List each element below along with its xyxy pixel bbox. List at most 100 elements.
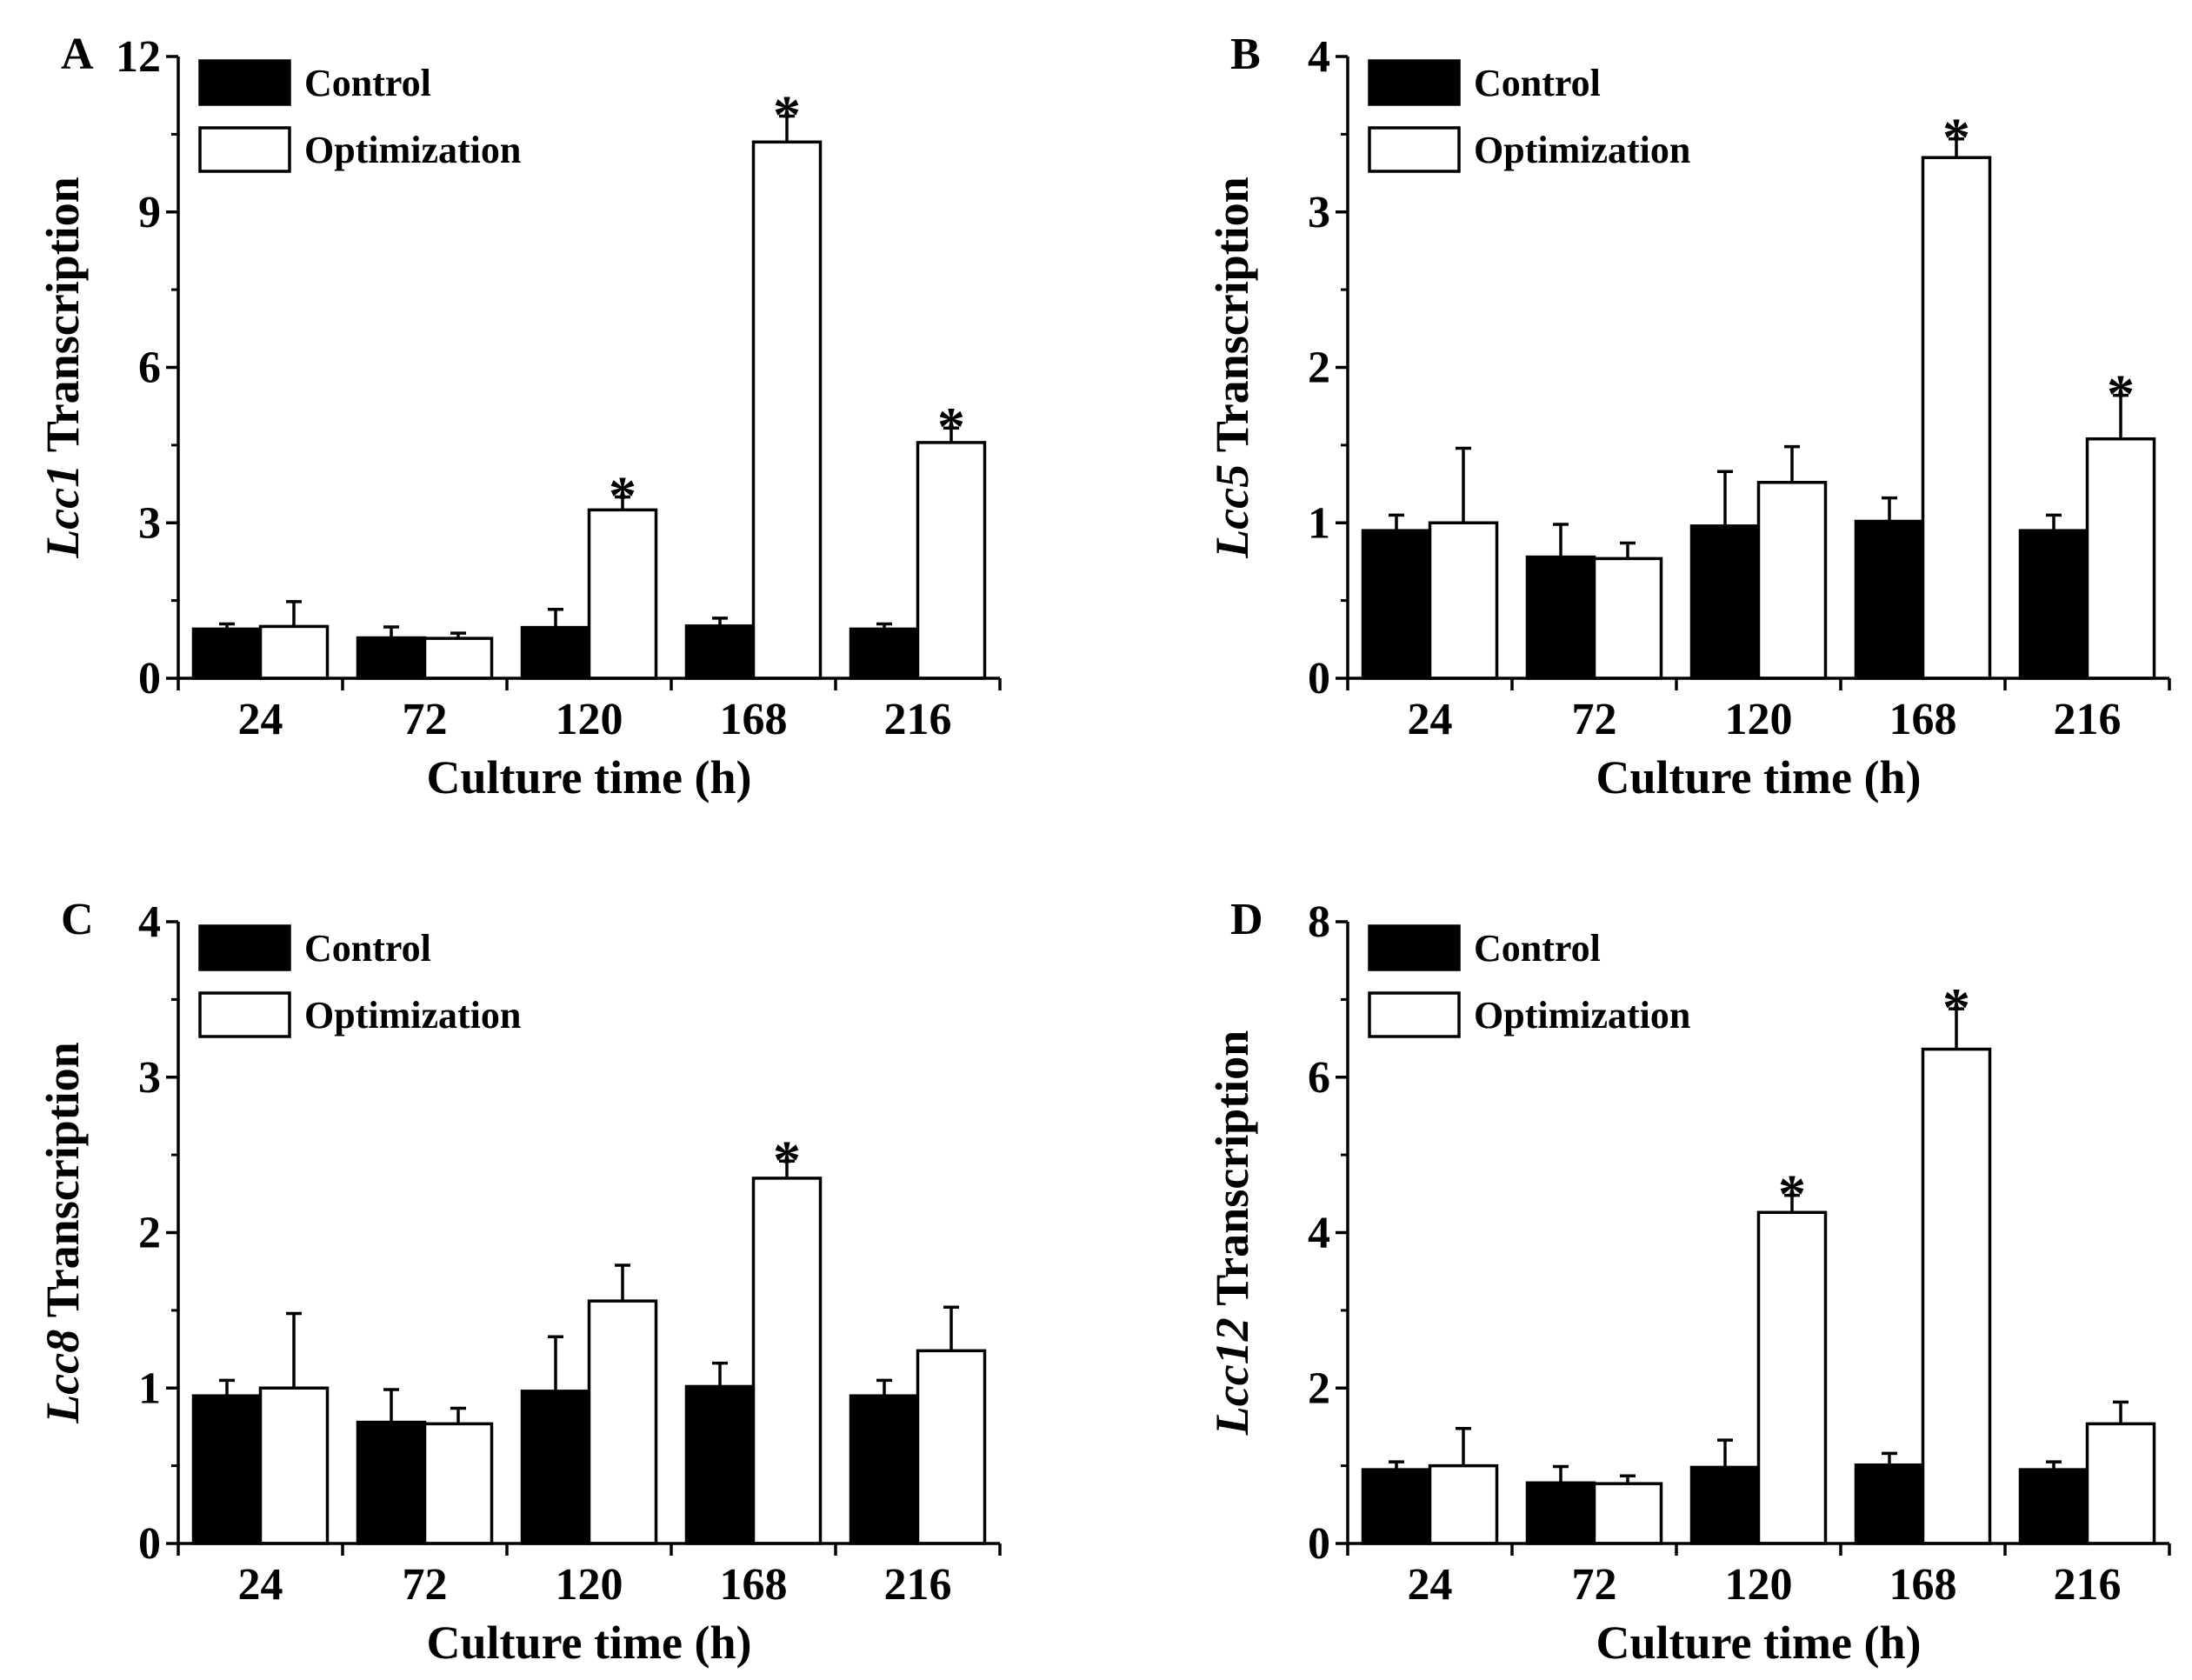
control-bar-72 — [1525, 1481, 1596, 1545]
y-tick-label: 4 — [1308, 32, 1330, 82]
y-tick-label: 6 — [138, 343, 161, 393]
y-axis-title-suffix: Transcription — [37, 1042, 89, 1330]
panel-letter: D — [1230, 895, 1263, 944]
y-tick-label: 3 — [1308, 188, 1330, 237]
y-axis-title: Lcc8 Transcription — [37, 1042, 89, 1423]
y-axis-title: Lcc1 Transcription — [37, 177, 89, 558]
optimization-bar-168 — [751, 1177, 823, 1545]
control-bar-24 — [191, 1394, 263, 1545]
significance-star: * — [1942, 107, 1970, 169]
significance-star: * — [773, 1129, 801, 1190]
optimization-bar-216 — [2085, 1422, 2156, 1545]
legend-label-control: Control — [304, 62, 431, 104]
x-tick-label: 168 — [720, 695, 788, 744]
legend-label-optimization: Optimization — [304, 994, 521, 1037]
optimization-bar-216 — [2085, 437, 2156, 680]
significance-star: * — [937, 396, 965, 457]
legend-swatch-optimization — [198, 991, 291, 1038]
x-axis-title: Culture time (h) — [427, 751, 752, 803]
control-bar-24 — [191, 627, 263, 680]
y-tick-label: 2 — [1308, 343, 1330, 393]
y-tick-label: 12 — [116, 32, 161, 82]
panel-a: A * * * 0 3 6 9 12 24 72 120 168 216 Culture time (h) L… — [37, 30, 1002, 803]
legend-label-control: Control — [1474, 62, 1601, 104]
optimization-bar-24 — [1428, 1463, 1499, 1545]
legend-label-optimization: Optimization — [304, 129, 521, 171]
optimization-bar-72 — [1592, 557, 1663, 680]
control-bar-168 — [1854, 519, 1925, 680]
y-axis-title-gene: Lcc1 — [37, 464, 89, 559]
x-tick-label: 216 — [2054, 1560, 2122, 1610]
control-bar-72 — [356, 636, 427, 680]
control-bar-216 — [2018, 1468, 2089, 1545]
x-tick-label: 24 — [238, 695, 283, 744]
x-tick-label: 24 — [1408, 695, 1453, 744]
control-bar-24 — [1361, 529, 1432, 680]
y-tick-label: 0 — [138, 1519, 161, 1569]
optimization-bar-168 — [1921, 156, 1992, 680]
x-axis-title: Culture time (h) — [1596, 751, 1922, 803]
control-bar-216 — [849, 1394, 920, 1545]
x-tick-label: 120 — [556, 1560, 623, 1610]
y-axis-title-suffix: Transcription — [37, 177, 89, 464]
y-tick-label: 0 — [1308, 1519, 1330, 1569]
x-tick-label: 168 — [1889, 1560, 1957, 1610]
legend-swatch-optimization — [1368, 126, 1461, 173]
optimization-bar-120 — [1756, 481, 1828, 680]
legend-swatch-control — [198, 924, 291, 971]
significance-star: * — [1778, 1163, 1806, 1225]
x-tick-label: 72 — [1572, 1560, 1617, 1610]
optimization-bar-120 — [587, 1299, 658, 1545]
panel-c: C * 0 1 2 3 4 24 72 120 168 216 Culture time (h) Lcc8… — [37, 895, 1002, 1669]
x-tick-label: 216 — [884, 695, 952, 744]
legend-swatch-control — [1368, 924, 1461, 971]
legend-label-optimization: Optimization — [1474, 129, 1690, 171]
y-axis-title: Lcc12 Transcription — [1206, 1030, 1258, 1436]
legend-label-control: Control — [304, 927, 431, 970]
y-tick-label: 0 — [138, 654, 161, 703]
optimization-bar-24 — [258, 624, 330, 680]
legend-swatch-optimization — [1368, 991, 1461, 1038]
control-bar-120 — [1689, 524, 1761, 680]
y-tick-label: 3 — [138, 498, 161, 548]
x-tick-label: 216 — [884, 1560, 952, 1610]
x-tick-label: 72 — [403, 1560, 448, 1610]
control-bar-72 — [1525, 555, 1596, 680]
y-tick-label: 4 — [1308, 1209, 1330, 1258]
optimization-bar-24 — [1428, 521, 1499, 680]
y-tick-label: 3 — [138, 1053, 161, 1103]
control-bar-72 — [356, 1420, 427, 1545]
significance-star: * — [1942, 977, 1970, 1038]
control-bar-168 — [1854, 1463, 1925, 1545]
legend-label-optimization: Optimization — [1474, 994, 1690, 1037]
y-tick-label: 4 — [138, 897, 161, 947]
x-tick-label: 24 — [238, 1560, 283, 1610]
panel-letter: B — [1230, 30, 1261, 79]
optimization-bar-168 — [1921, 1047, 1992, 1545]
panel-letter: C — [61, 895, 94, 944]
optimization-bar-120 — [587, 508, 658, 680]
control-bar-168 — [684, 1384, 756, 1545]
control-bar-24 — [1361, 1468, 1432, 1545]
optimization-bar-216 — [916, 1349, 987, 1545]
x-tick-label: 72 — [1572, 695, 1617, 744]
legend-label-control: Control — [1474, 927, 1601, 970]
panel-letter: A — [61, 30, 94, 79]
x-tick-label: 120 — [1725, 1560, 1793, 1610]
optimization-bar-72 — [1592, 1482, 1663, 1545]
x-axis-title: Culture time (h) — [427, 1617, 752, 1669]
control-bar-120 — [520, 625, 591, 680]
panel-b: B * * 0 1 2 3 4 24 72 120 168 216 Culture time (h) Lcc… — [1206, 30, 2171, 803]
legend-swatch-optimization — [198, 126, 291, 173]
y-axis-title: Lcc5 Transcription — [1206, 177, 1258, 558]
significance-star: * — [609, 464, 636, 526]
x-tick-label: 168 — [720, 1560, 788, 1610]
y-axis-title-gene: Lcc12 — [1206, 1317, 1258, 1436]
y-axis-title-suffix: Transcription — [1206, 1030, 1258, 1318]
x-tick-label: 216 — [2054, 695, 2122, 744]
x-tick-label: 72 — [403, 695, 448, 744]
significance-star: * — [773, 84, 801, 146]
y-tick-label: 2 — [1308, 1363, 1330, 1413]
y-tick-label: 2 — [138, 1209, 161, 1258]
x-axis-title: Culture time (h) — [1596, 1617, 1922, 1669]
